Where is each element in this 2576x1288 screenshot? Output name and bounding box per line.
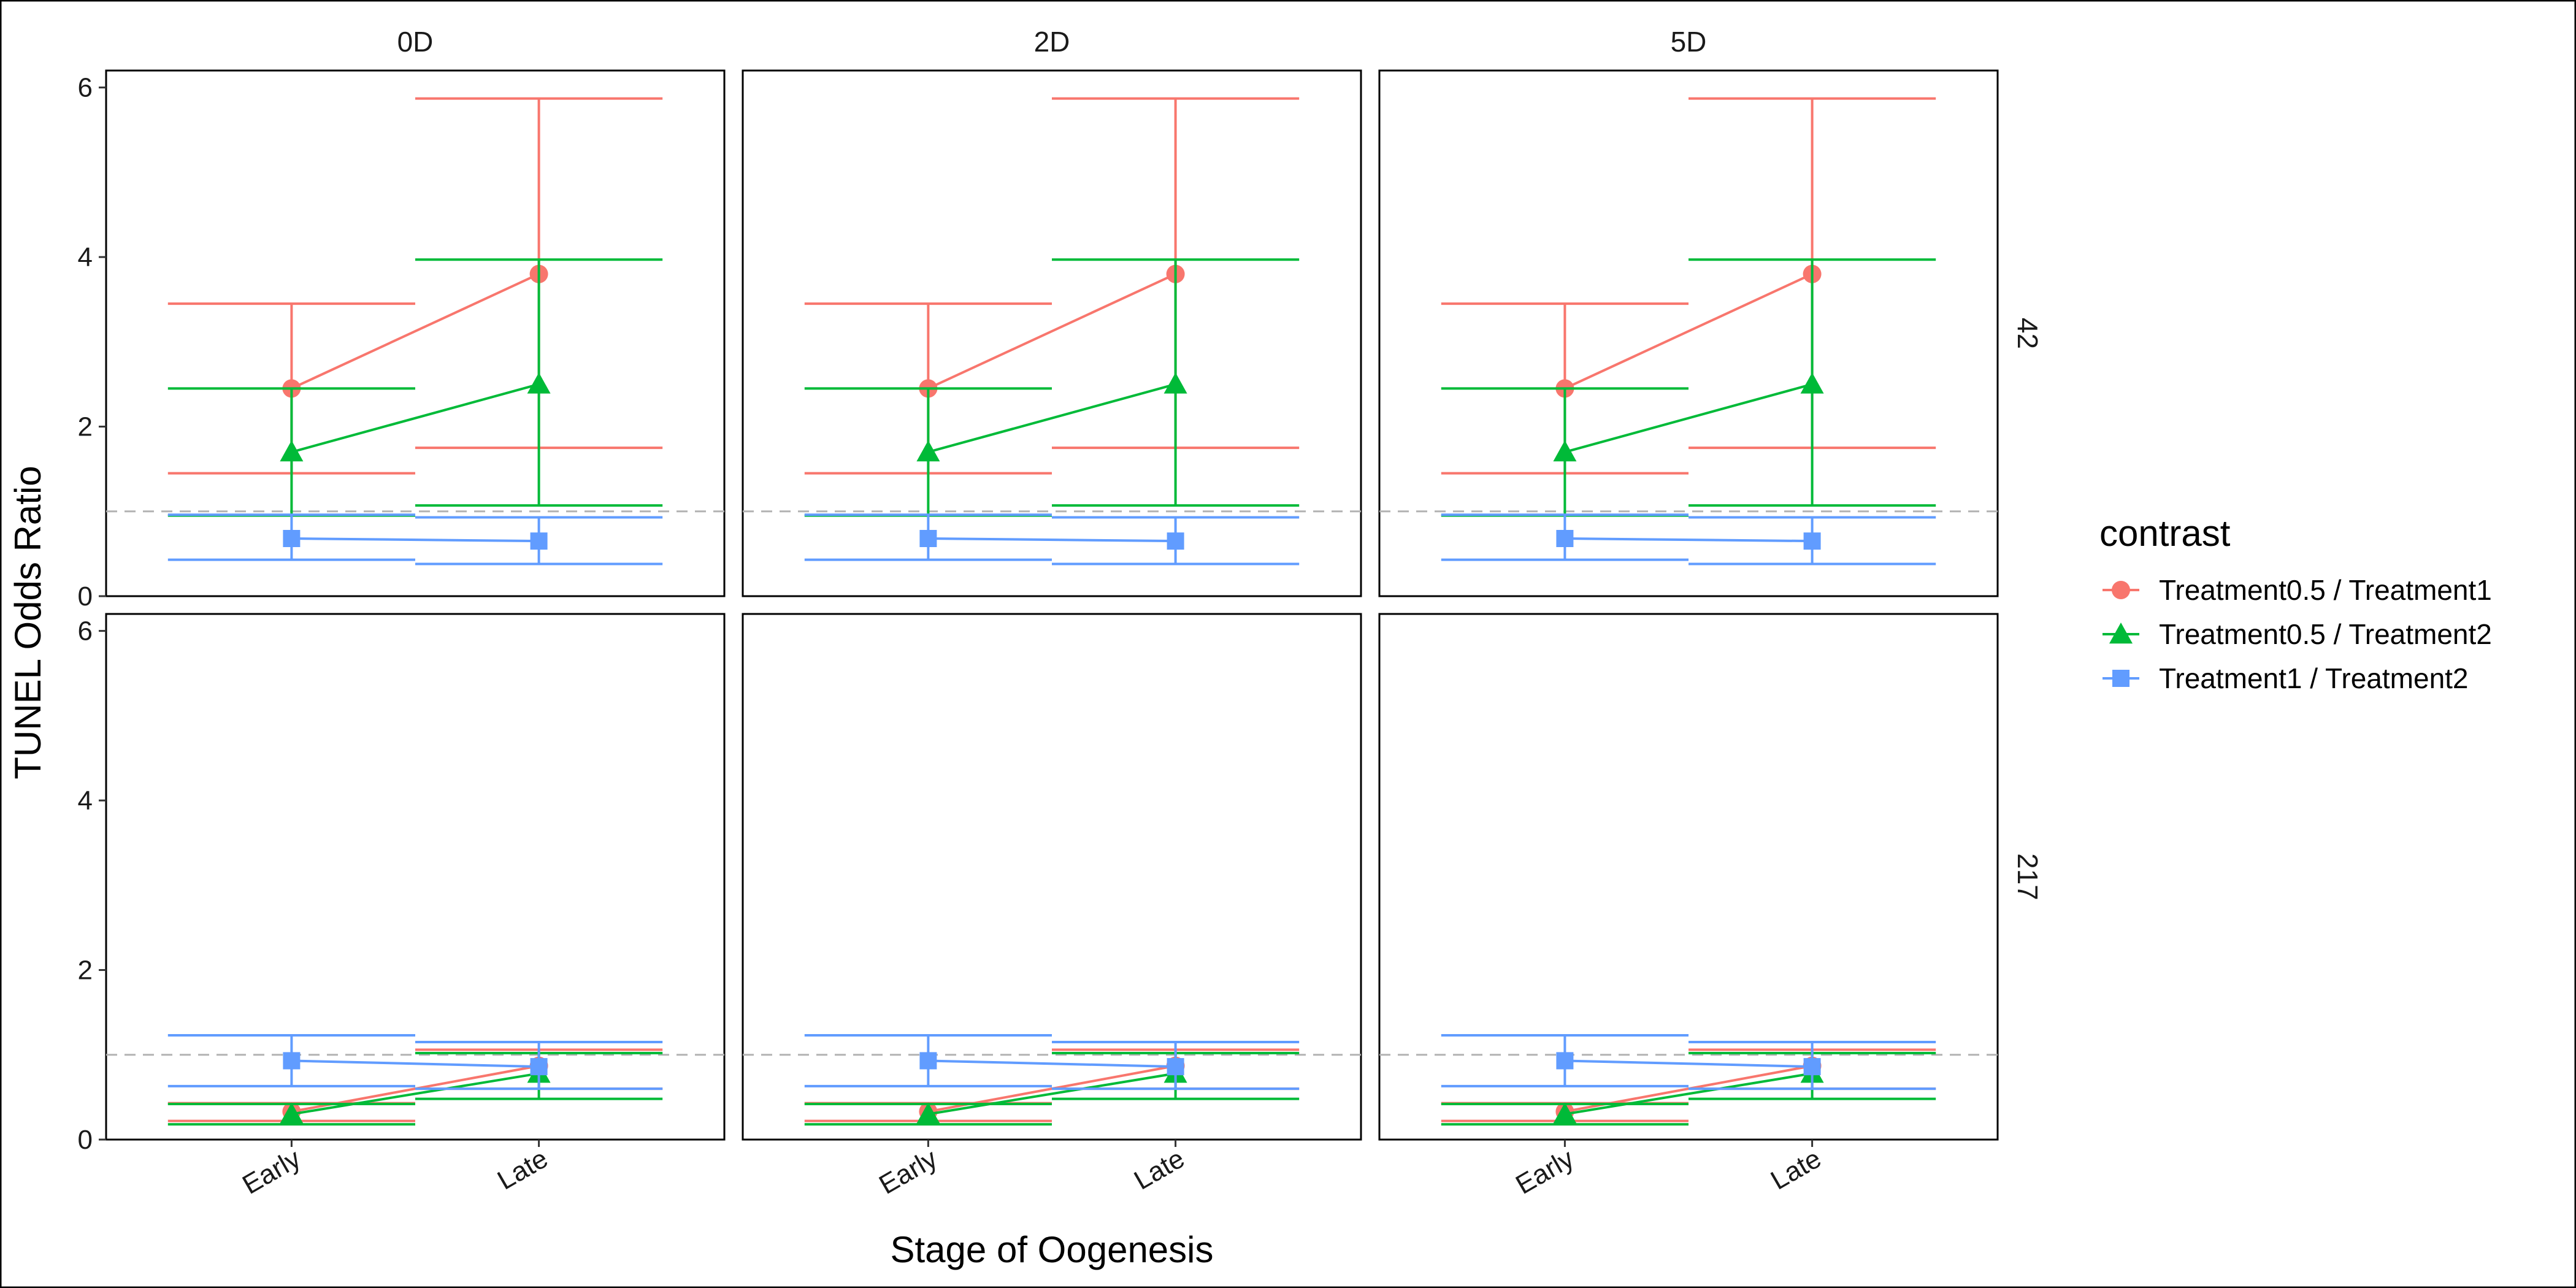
series-line bbox=[1565, 1059, 1812, 1068]
legend-entry-2: Treatment0.5 / Treatment2 bbox=[2103, 618, 2492, 650]
panel-42-2d bbox=[742, 69, 1362, 597]
facet-panels bbox=[105, 69, 1999, 1141]
data-point bbox=[919, 1052, 937, 1070]
panel-42-5d bbox=[1378, 69, 1999, 597]
panel-frame bbox=[1378, 613, 1999, 1141]
series-line bbox=[928, 1059, 1176, 1068]
panel-217-2d bbox=[742, 613, 1362, 1141]
data-point bbox=[1553, 1102, 1577, 1124]
series-3 bbox=[167, 513, 663, 565]
data-point bbox=[1556, 530, 1574, 548]
series-line bbox=[291, 537, 539, 543]
panel-frame bbox=[105, 613, 726, 1141]
legend-entry-3: Treatment1 / Treatment2 bbox=[2103, 662, 2469, 694]
y-tick-label: 4 bbox=[78, 242, 93, 272]
data-point bbox=[1803, 1058, 1821, 1076]
series-line bbox=[1564, 383, 1813, 453]
y-tick-label: 4 bbox=[78, 786, 93, 816]
data-point bbox=[1803, 532, 1821, 550]
data-point bbox=[916, 1102, 940, 1124]
legend-entry-label: Treatment1 / Treatment2 bbox=[2159, 662, 2469, 694]
legend: contrast Treatment0.5 / Treatment1 Treatm… bbox=[2099, 513, 2492, 694]
panel-217-0d bbox=[105, 613, 726, 1141]
legend-entry-1: Treatment0.5 / Treatment1 bbox=[2103, 574, 2492, 606]
series-3 bbox=[804, 513, 1300, 565]
y-tick-label: 0 bbox=[78, 581, 93, 611]
facet-column-label-5d: 5D bbox=[1671, 26, 1707, 58]
series-line bbox=[1564, 272, 1813, 390]
x-axis-title: Stage of Oogenesis bbox=[890, 1229, 1213, 1270]
facet-strip-labels: 0D 2D 5D 42 217 bbox=[397, 26, 2044, 900]
series-3 bbox=[167, 1033, 663, 1091]
y-axis-title: TUNEL Odds Ratio bbox=[7, 466, 48, 779]
facet-column-label-2d: 2D bbox=[1034, 26, 1070, 58]
series-2 bbox=[1441, 258, 1936, 517]
series-line bbox=[927, 383, 1176, 453]
panel-frame bbox=[742, 613, 1362, 1141]
data-point bbox=[1163, 372, 1187, 394]
data-point bbox=[530, 532, 548, 550]
series-line bbox=[291, 272, 540, 390]
legend-entry-label: Treatment0.5 / Treatment1 bbox=[2159, 574, 2492, 606]
y-tick-label: 2 bbox=[78, 956, 93, 986]
facet-row-label-42: 42 bbox=[2012, 318, 2044, 349]
series-3 bbox=[1441, 1033, 1936, 1091]
legend-key-marker bbox=[2112, 670, 2129, 687]
data-point bbox=[1553, 440, 1577, 462]
legend-key-marker bbox=[2112, 581, 2130, 599]
data-point bbox=[527, 372, 551, 394]
series-line bbox=[1565, 1072, 1812, 1116]
series-2 bbox=[804, 1052, 1300, 1126]
data-point bbox=[916, 440, 940, 462]
data-point bbox=[919, 530, 937, 548]
data-point bbox=[283, 530, 301, 548]
series-line bbox=[1565, 537, 1812, 543]
legend-title: contrast bbox=[2099, 513, 2231, 554]
data-point bbox=[283, 1052, 301, 1070]
series-line bbox=[927, 272, 1176, 390]
data-point bbox=[1167, 532, 1184, 550]
data-point bbox=[1800, 372, 1824, 394]
panel-42-0d bbox=[105, 69, 726, 597]
panel-217-5d bbox=[1378, 613, 1999, 1141]
series-line bbox=[291, 1059, 539, 1068]
series-2 bbox=[167, 1052, 663, 1126]
data-point bbox=[1556, 1052, 1574, 1070]
panel-frame bbox=[1378, 69, 1999, 597]
legend-key-marker bbox=[2109, 623, 2133, 644]
data-point bbox=[530, 1058, 548, 1076]
data-point bbox=[280, 1102, 304, 1124]
series-line bbox=[928, 1072, 1176, 1116]
series-3 bbox=[804, 1033, 1300, 1091]
y-tick-label: 6 bbox=[78, 73, 93, 103]
y-tick-label: 2 bbox=[78, 412, 93, 442]
y-tick-label: 6 bbox=[78, 616, 93, 646]
panel-frame bbox=[742, 69, 1362, 597]
y-tick-label: 0 bbox=[78, 1125, 93, 1155]
series-line bbox=[928, 537, 1176, 543]
facet-column-label-0d: 0D bbox=[397, 26, 434, 58]
legend-entry-label: Treatment0.5 / Treatment2 bbox=[2159, 618, 2492, 650]
facet-row-label-217: 217 bbox=[2012, 853, 2044, 900]
series-3 bbox=[1441, 513, 1936, 565]
data-point bbox=[280, 440, 304, 462]
data-point bbox=[1167, 1058, 1184, 1076]
series-line bbox=[291, 383, 540, 453]
y-axes: 0 2 4 6 0 2 4 6 bbox=[78, 73, 106, 1155]
panel-frame bbox=[105, 69, 726, 597]
series-line bbox=[291, 1072, 539, 1116]
